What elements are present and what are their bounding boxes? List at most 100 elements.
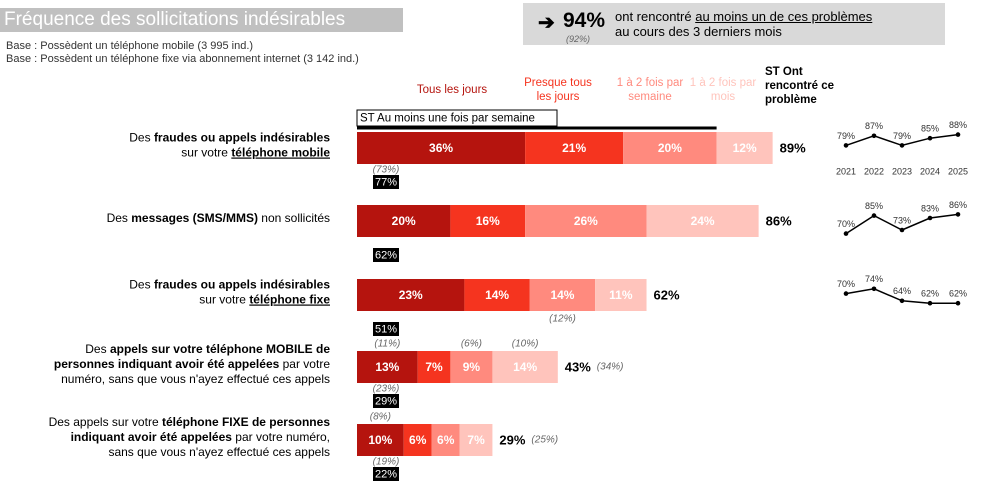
total-label: 43% [565,359,591,374]
callout-text-part: au cours des 3 derniers mois [615,24,782,39]
legend-entry: 1 à 2 fois par mois [689,77,757,103]
base-note: Base : Possèdent un téléphone fixe via a… [6,53,359,65]
trend-label: 73% [893,215,911,225]
segment-label: 7% [425,360,443,374]
segment-label: 26% [574,214,598,228]
category-label-part: personnes indiquant avoir été appelées [54,357,280,371]
category-label-part: par votre [279,357,330,371]
base-note: Base : Possèdent un téléphone mobile (3 … [6,40,254,52]
trend-point [843,143,849,148]
title: Fréquence des sollicitations indésirable… [4,9,346,30]
bar-segment [431,424,460,456]
bar-segment [357,351,418,383]
category-label: sur votre téléphone fixe [199,293,330,307]
category-label-part: Des [107,211,132,225]
weekly-box [373,248,399,262]
category-label: Des fraudes ou appels indésirables [129,278,330,292]
category-label: Des appels sur votre téléphone MOBILE de [85,342,330,356]
category-label: Des appels sur votre téléphone FIXE de p… [49,415,331,429]
bar-segment [646,205,759,237]
bar-segment [716,132,773,164]
bar-segment [417,351,451,383]
segment-label: 20% [392,214,416,228]
total-label: 62% [654,287,680,302]
callout-text-part: au moins un de ces problèmes [695,9,873,24]
category-label-part: fraudes ou appels indésirables [154,278,330,292]
weekly-label: 51% [375,323,397,335]
trend-point [955,212,961,217]
segment-label: 9% [463,360,481,374]
trend-point [899,298,905,304]
trend-label: 70% [837,279,855,289]
bar-segment [623,132,717,164]
trend-point [927,215,933,221]
bar-segment [595,279,647,311]
total-previous: (34%) [597,362,624,373]
weekly-label: 22% [375,468,397,480]
trend-point [899,227,905,233]
category-label-part: fraudes ou appels indésirables [154,131,330,145]
trend-label: 74% [865,274,883,284]
bar-segment [525,205,647,237]
legend-entry: Tous les jours [416,84,488,96]
callout-box [523,3,945,45]
weekly-box [373,175,399,189]
total-label: 89% [780,140,806,155]
trend-label: 88% [949,120,967,130]
weekly-header: ST Au moins une fois par semaine [360,113,535,125]
category-label-part: Des [129,131,154,145]
trend-label: 62% [949,289,967,299]
category-label-part: par votre numéro, [232,430,330,444]
bar-segment [357,205,451,237]
trend-label: 79% [893,131,911,141]
bar-segment [492,351,558,383]
trend-point [899,143,905,148]
segment-label: 36% [429,141,453,155]
legend-entry: Presque tous les jours [524,77,592,103]
trend-label: 85% [921,124,939,134]
bar-segment [529,279,596,311]
trend-point [927,300,933,306]
category-label-part: messages (SMS/MMS) [131,211,258,225]
category-label: numéro, sans que vous n'ayez effectué ce… [61,372,330,386]
category-label-part: Des [85,342,110,356]
callout-text: ont rencontré au moins un de ces problèm… [615,9,872,39]
category-label-part: sur votre [199,293,249,307]
segment-label: 13% [375,360,399,374]
category-label-part: téléphone fixe [249,293,330,307]
trend-year: 2024 [920,166,940,176]
trend-point [843,291,849,296]
trend-label: 85% [865,201,883,211]
callout-text-part: ont rencontré [615,9,696,24]
category-label-part: Des appels sur votre [49,415,162,429]
trend-year: 2025 [948,166,968,176]
bar-segment [357,279,465,311]
segment-label: 10% [368,433,392,447]
previous-label: (12%) [549,314,576,325]
weekly-header-box [356,109,558,127]
weekly-box [373,467,399,481]
category-label-part: non sollicités [258,211,330,225]
trend-point [871,133,877,139]
category-label: Des fraudes ou appels indésirables [129,131,330,145]
category-label-part: sur votre [181,146,231,160]
segment-label: 7% [467,433,485,447]
segment-label: 6% [437,433,455,447]
trend-label: 64% [893,286,911,296]
previous-label: (6%) [461,339,482,350]
segment-label: 23% [399,288,423,302]
segment-label: 14% [550,288,574,302]
category-label-part: appels sur votre téléphone MOBILE de [110,342,330,356]
segment-label: 11% [609,288,633,302]
total-label: 29% [499,432,525,447]
callout-value: 94% [563,9,606,32]
trend-point [871,286,877,292]
category-label-part: téléphone mobile [231,146,330,160]
segment-label: 16% [476,214,500,228]
trend-year: 2022 [864,166,884,176]
trend-point [871,213,877,218]
bar-segment [403,424,432,456]
category-label-part: téléphone FIXE de personnes [162,415,330,429]
weekly-previous: (73%) [373,165,400,176]
